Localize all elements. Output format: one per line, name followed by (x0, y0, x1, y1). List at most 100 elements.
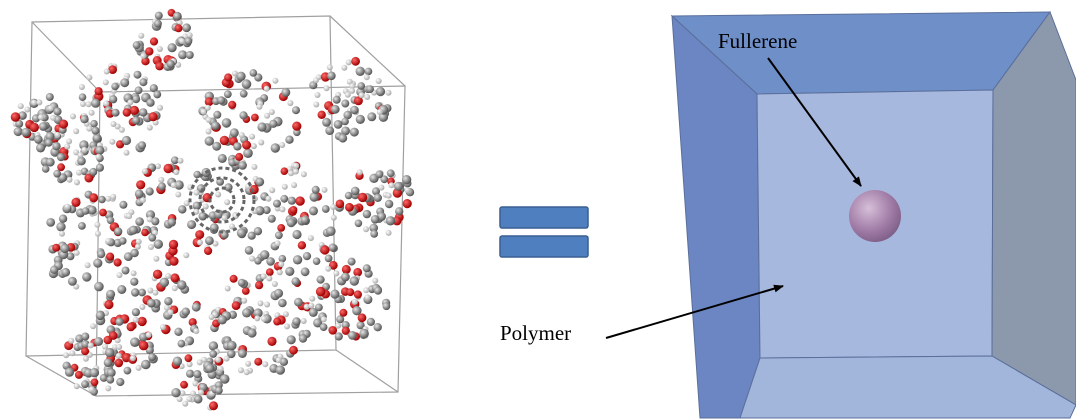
atom (281, 88, 290, 97)
atom (278, 261, 284, 267)
atom (119, 201, 127, 209)
atom (201, 109, 207, 115)
atom (185, 354, 193, 362)
atom (81, 333, 89, 341)
atom (366, 85, 374, 93)
atom (130, 355, 136, 361)
atom (274, 289, 283, 298)
atom (52, 244, 60, 252)
atom (148, 353, 156, 361)
atom (71, 198, 80, 207)
atom (277, 269, 283, 275)
atom (186, 51, 194, 59)
atom (187, 220, 196, 229)
atom (160, 278, 170, 288)
atom (220, 374, 230, 384)
atom (262, 361, 268, 367)
atom (275, 231, 283, 239)
atom (322, 187, 328, 193)
atom (383, 302, 391, 310)
atom (287, 100, 293, 106)
atom (268, 215, 276, 223)
atom (95, 146, 104, 155)
atom (387, 169, 395, 177)
atom (135, 189, 144, 198)
atom (50, 115, 56, 121)
atom (345, 203, 354, 212)
atom (261, 273, 267, 279)
atom (164, 164, 173, 173)
atom (86, 101, 92, 107)
atom (91, 99, 100, 108)
atom (276, 357, 282, 363)
polymer-label: Polymer (500, 321, 571, 345)
atom (67, 177, 73, 183)
atom (299, 334, 307, 342)
atom (90, 323, 96, 329)
atom (292, 106, 300, 114)
atom (135, 217, 144, 226)
atom (149, 112, 158, 121)
atom (345, 192, 353, 200)
atom (376, 87, 385, 96)
atom (155, 62, 164, 71)
atom (22, 128, 31, 137)
atom (238, 279, 246, 287)
atom (153, 91, 161, 99)
atom (222, 118, 232, 128)
atom (155, 12, 163, 20)
atom (138, 141, 146, 149)
atom (312, 186, 320, 194)
atom (98, 196, 106, 204)
atom (74, 250, 80, 256)
atom (265, 196, 271, 202)
atom (269, 120, 277, 128)
atom (363, 264, 371, 272)
atom (378, 185, 384, 191)
atom (109, 139, 115, 145)
atom (241, 298, 247, 304)
atom (240, 90, 248, 98)
atom (190, 391, 196, 397)
atom (225, 286, 231, 292)
atom (291, 277, 299, 285)
atom (119, 237, 127, 245)
atom (82, 272, 91, 281)
atom (50, 266, 58, 274)
atom (242, 287, 250, 295)
atom (232, 301, 241, 310)
atom (261, 316, 267, 322)
atom (136, 180, 145, 189)
atom (104, 358, 113, 367)
atom (11, 112, 21, 122)
atom (242, 79, 252, 89)
atom (135, 244, 141, 250)
atom (65, 368, 74, 377)
atom (341, 100, 349, 108)
atom (228, 101, 236, 109)
atom (293, 169, 299, 175)
atom (269, 187, 275, 193)
atom (363, 226, 369, 232)
atom (236, 72, 245, 81)
atom (365, 294, 371, 300)
atom (52, 142, 60, 150)
atom (333, 270, 339, 276)
atom (272, 78, 278, 84)
atom (64, 204, 70, 210)
atom (209, 314, 215, 320)
atom (109, 95, 117, 103)
atom (116, 318, 124, 326)
atom (292, 317, 300, 325)
atom (103, 101, 109, 107)
atom (173, 12, 182, 21)
atom (46, 218, 55, 227)
atom (120, 78, 129, 87)
atom (139, 341, 149, 351)
atom (264, 86, 270, 92)
atom (185, 37, 193, 45)
atom (363, 287, 369, 293)
atom (96, 311, 105, 320)
atom (182, 401, 188, 407)
atom (129, 226, 138, 235)
